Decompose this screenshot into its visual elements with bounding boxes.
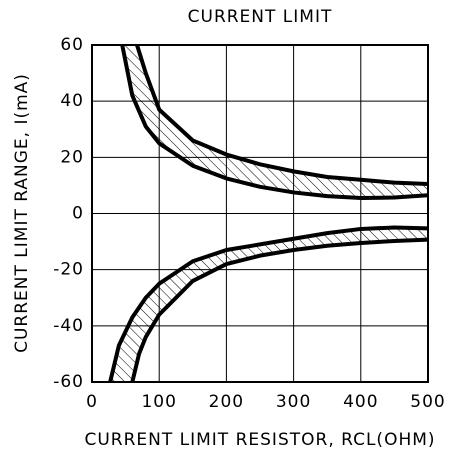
bands	[110, 45, 428, 382]
x-tick-label: 100	[141, 392, 176, 412]
y-tick-label: 20	[60, 147, 84, 167]
y-tick-label: 60	[60, 35, 84, 55]
curve	[135, 45, 428, 187]
y-tick-label: -20	[53, 260, 84, 280]
x-tick-label: 500	[410, 392, 445, 412]
y-tick-label: -40	[53, 316, 84, 336]
y-tick-label: -60	[53, 372, 84, 392]
hatched-band	[110, 227, 428, 382]
plot-frame	[91, 44, 429, 383]
curve	[108, 225, 428, 382]
x-axis-label: CURRENT LIMIT RESISTOR, RCL(OHM)	[84, 430, 435, 450]
curve	[130, 237, 428, 382]
y-tick-label: 40	[60, 91, 84, 111]
chart-title: CURRENT LIMIT	[188, 7, 333, 27]
hatched-band	[122, 45, 428, 199]
curves	[108, 45, 428, 382]
curve	[120, 45, 428, 201]
y-tick-label: 0	[72, 204, 84, 224]
x-tick-label: 200	[209, 392, 244, 412]
x-tick-label: 400	[343, 392, 378, 412]
y-axis-label: CURRENT LIMIT RANGE, I(mA)	[12, 73, 32, 353]
x-tick-label: 0	[86, 392, 98, 412]
x-tick-label: 300	[276, 392, 311, 412]
